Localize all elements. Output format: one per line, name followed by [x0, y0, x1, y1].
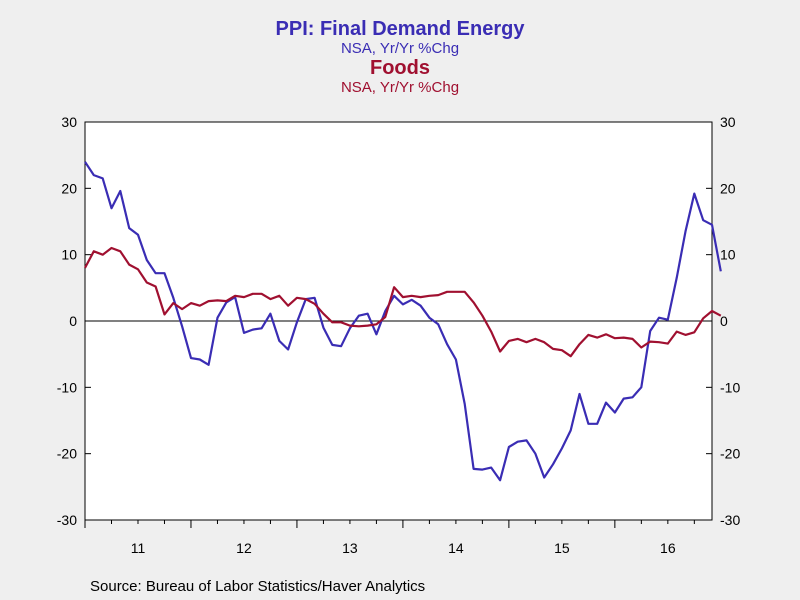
y-tick-label-left: -30 [57, 512, 77, 528]
foods-title: Foods [370, 57, 430, 79]
y-tick-label-right: -10 [720, 379, 740, 395]
series-line-foods [84, 246, 722, 358]
x-tick-label: 12 [236, 540, 252, 556]
y-tick-label-right: -30 [720, 512, 740, 528]
x-tick-label: 11 [131, 540, 146, 556]
y-tick-label-right: -20 [720, 446, 740, 462]
y-tick-label-left: 10 [61, 247, 77, 263]
x-tick-label: 13 [342, 540, 358, 556]
y-tick-label-left: -20 [57, 446, 77, 462]
y-tick-label-left: 0 [69, 313, 77, 329]
y-tick-label-right: 10 [720, 247, 736, 263]
energy-subtitle: NSA, Yr/Yr %Chg [340, 40, 460, 57]
y-tick-label-left: 20 [61, 180, 77, 196]
y-tick-label-left: -10 [57, 379, 77, 395]
y-tick-label-right: 30 [720, 114, 736, 130]
series-line-energy [84, 161, 722, 482]
source-note: Source: Bureau of Labor Statistics/Haver… [90, 578, 426, 595]
y-tick-label-right: 0 [720, 313, 728, 329]
y-tick-label-left: 30 [61, 114, 77, 130]
foods-subtitle: NSA, Yr/Yr %Chg [340, 79, 460, 96]
energy-title: PPI: Final Demand Energy [275, 18, 525, 40]
y-tick-label-right: 20 [720, 180, 736, 196]
chart-titles: PPI: Final Demand Energy NSA, Yr/Yr %Chg… [0, 18, 800, 96]
x-tick-label: 15 [554, 540, 570, 556]
x-tick-label: 16 [660, 540, 676, 556]
x-tick-label: 14 [448, 540, 464, 556]
